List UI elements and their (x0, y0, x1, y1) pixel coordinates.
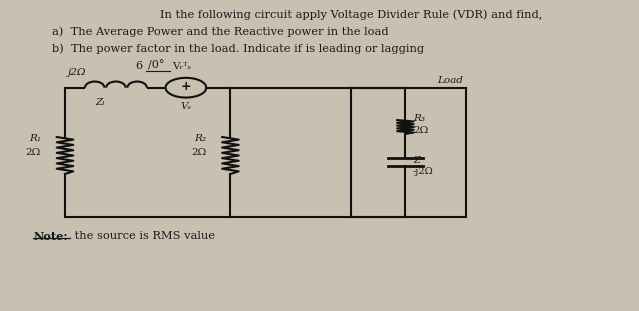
Text: 6: 6 (135, 61, 142, 71)
Text: 2Ω: 2Ω (413, 126, 428, 135)
Text: Note:: Note: (33, 231, 68, 242)
Text: 2Ω: 2Ω (191, 148, 206, 157)
Text: Zₗ: Zₗ (95, 99, 105, 108)
Bar (351, 88, 466, 217)
Text: 2Ω: 2Ω (26, 148, 41, 157)
Text: In the following circuit apply Voltage Divider Rule (VDR) and find,: In the following circuit apply Voltage D… (160, 9, 543, 20)
Text: +: + (181, 80, 191, 93)
Text: Vᵣᵀₛ: Vᵣᵀₛ (172, 62, 191, 71)
Text: Load: Load (437, 76, 463, 85)
Text: the source is RMS value: the source is RMS value (72, 231, 215, 241)
Text: R₂: R₂ (194, 134, 206, 143)
Text: a)  The Average Power and the Reactive power in the load: a) The Average Power and the Reactive po… (52, 26, 389, 37)
Text: /0°: /0° (148, 60, 164, 71)
Text: b)  The power factor in the load. Indicate if is leading or lagging: b) The power factor in the load. Indicat… (52, 43, 424, 53)
Text: R₁: R₁ (29, 134, 41, 143)
Text: Zᶜ: Zᶜ (413, 156, 423, 165)
Text: -j2Ω: -j2Ω (413, 167, 434, 176)
Text: Vₛ: Vₛ (180, 103, 192, 111)
Text: j2Ω: j2Ω (68, 68, 87, 77)
Text: R₃: R₃ (413, 114, 425, 123)
